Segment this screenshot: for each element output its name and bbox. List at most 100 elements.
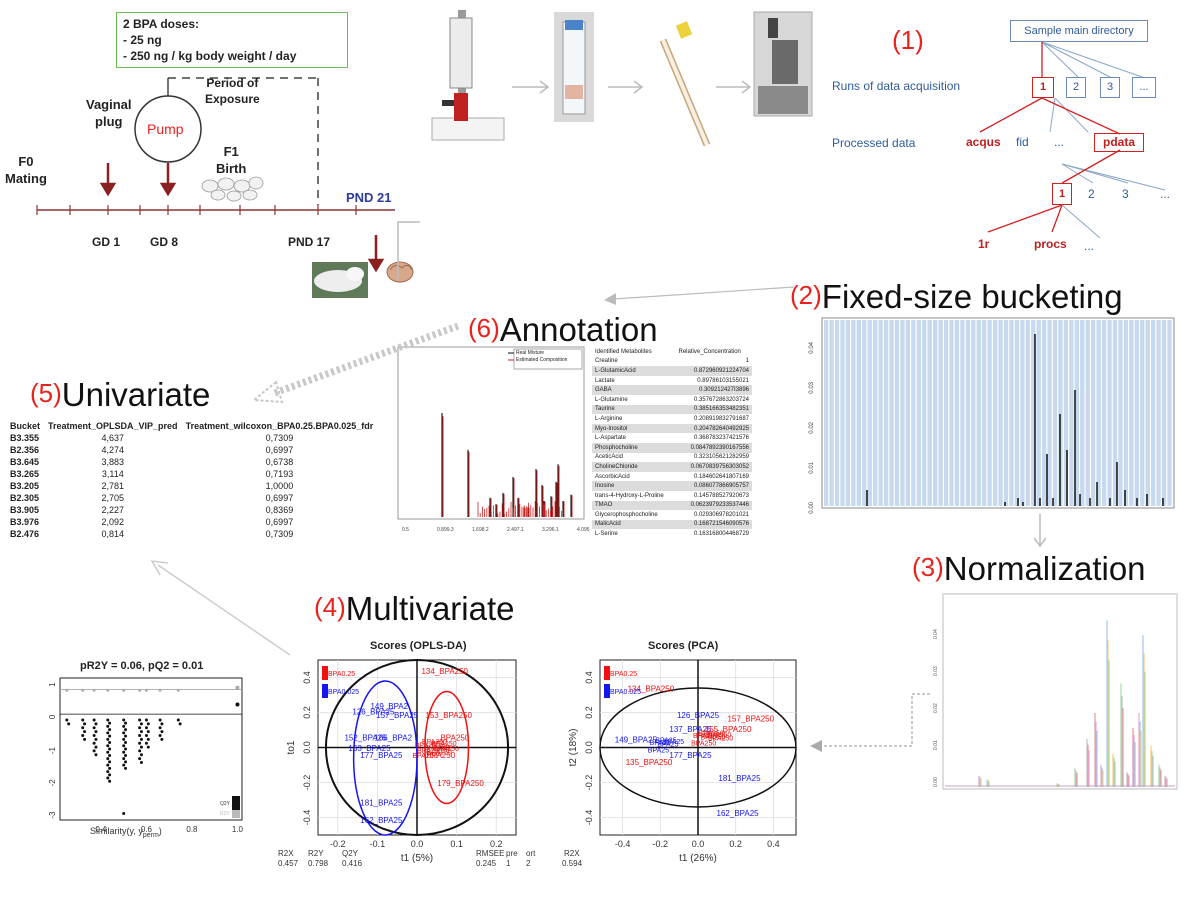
tree-run-more: ... [1132, 77, 1156, 98]
r2y-point [158, 688, 162, 692]
tree-fid: fid [1016, 135, 1029, 149]
table-row: Myo-Inositol 0.204782640492925 [592, 423, 752, 434]
table-row: Inosine 0.086077866905757 [592, 481, 752, 491]
q2y-point [158, 726, 162, 730]
bucket-bar [1112, 320, 1118, 506]
metabolite-cell: AscorbicAcid [595, 473, 630, 480]
protocol-photos [431, 10, 813, 147]
x-tick-label: 0.2 [490, 839, 503, 849]
x-tick-label: 0.4 [95, 825, 107, 834]
legend-swatch-q2y [232, 796, 240, 810]
score-label: 152_BPA25 [344, 734, 387, 743]
table-row: B3.205 2,781 1,0000 [6, 480, 377, 492]
x-tick-label: -0.4 [615, 839, 631, 849]
q2y-point [160, 737, 164, 741]
x-tick-label: 1.698.2 [472, 527, 489, 533]
concentration-cell: 0.309212427I3896 [675, 385, 752, 395]
y-tick-label: 0.03 [809, 381, 815, 393]
y-tick-label: 0.04 [933, 629, 939, 639]
bucket-cell: B3.265 [10, 469, 40, 479]
bucket-bar [1167, 320, 1172, 506]
q2y-point [124, 747, 128, 751]
concentration-cell: 0.0623979233537446 [675, 500, 752, 511]
score-label-cluster: BPA250 [434, 746, 459, 753]
x-tick-label: 0.1 [450, 839, 463, 849]
bucket-bar [1063, 320, 1069, 506]
r2y-point [138, 688, 142, 692]
stat-value: 0.416 [342, 859, 363, 868]
x-tick-label: 0.8 [186, 825, 198, 834]
step2-number: (2) [790, 280, 822, 310]
arrow-3-4 [810, 693, 930, 752]
step3-label: Normalization [943, 550, 1146, 587]
q2y-point [124, 734, 128, 738]
pump-label: Pump [147, 121, 184, 137]
group-ellipse-bpa025 [424, 690, 470, 805]
q2y-point [106, 750, 110, 754]
vip-cell: 2,705 [101, 493, 125, 503]
score-label: 166_BPA2 [374, 734, 412, 743]
x-tick-label: 0.4 [767, 839, 780, 849]
oplsda-title: Scores (OPLS-DA) [370, 640, 467, 652]
concentration-cell: 0.357672863203724 [693, 396, 749, 403]
nmr-tube-icon [659, 21, 711, 147]
fdr-cell: 0,7309 [265, 529, 294, 539]
bucket-bar [992, 320, 998, 506]
q2y-point [176, 718, 180, 722]
bucketing-chart: 0.04 0.03 0.02 0.01 0.00 [809, 317, 1175, 514]
q2y-point [92, 741, 96, 745]
y-tick-label: 0.00 [933, 777, 939, 787]
x-tick-label: 0.0 [692, 839, 705, 849]
confidence-ellipse [324, 659, 510, 836]
f0-mating-label: F0 Mating [5, 154, 47, 186]
legend-swatch-bpa025 [322, 666, 328, 680]
q2y-point [139, 761, 143, 765]
q2y-point [122, 718, 126, 722]
x-tick-label: 0.2 [729, 839, 742, 849]
concentration-cell: 0.168721546090576 [675, 519, 752, 530]
y-tick-label: 0.2 [302, 706, 312, 719]
q2y-point [94, 745, 98, 749]
bucket-bar [851, 320, 856, 506]
metabolite-cell: L-GlutamicAcid [592, 366, 676, 376]
q2y-point [108, 728, 112, 732]
pups-icon [201, 176, 264, 202]
bucket-bar [933, 320, 938, 506]
bucket-bar [1069, 320, 1074, 506]
plot-frame [397, 346, 585, 520]
q2y-point [83, 737, 87, 741]
q2y-point [144, 718, 148, 722]
fdr-cell: 0,6997 [265, 517, 294, 527]
r2y-point [176, 688, 180, 692]
q2y-point [108, 779, 112, 783]
legend-box [513, 348, 583, 370]
pump-circle [134, 95, 202, 163]
table-row: B3.976 2,092 0,6997 [6, 516, 377, 528]
bucket-bar [873, 320, 878, 506]
bucket-bar [976, 320, 981, 506]
score-label: 163_BPA25 [348, 744, 391, 753]
bucket-bar [1101, 320, 1107, 506]
bucket-bar [1091, 320, 1096, 506]
table-row: B2.305 2,705 0,6997 [6, 492, 377, 504]
q2y-point [146, 722, 150, 726]
metabolite-cell: L-Glutamine [595, 396, 628, 403]
stat-header: Q2Y [342, 849, 359, 858]
concentration-cell: 1 [745, 358, 749, 365]
q2y-point [106, 724, 110, 728]
bucket-bar [1009, 320, 1014, 506]
y-tick-label: 0.04 [809, 341, 815, 353]
col-bucket: Bucket [10, 421, 41, 431]
bucket-bar [1134, 320, 1139, 506]
r2y-point [235, 685, 240, 690]
bucket-bar [894, 320, 900, 506]
metabolite-cell: GABA [592, 385, 676, 395]
q2y-point [106, 744, 110, 748]
table-row: B3.905 2,227 0,8369 [6, 504, 377, 516]
permutation-plot: 1 0 -1 -2 -3 0.4 0.6 0.8 1.0 Q2Y R2Y [48, 677, 244, 834]
univariate-table: Bucket Treatment_OPLSDA_VIP_pred Treatme… [6, 420, 377, 540]
score-label-cluster: BPA250 [417, 748, 442, 755]
table-row: trans-4-Hydroxy-L-Proline 0.1457885279206… [592, 491, 752, 501]
score-label: BPA250 [426, 751, 455, 760]
q2y-point [106, 731, 110, 735]
